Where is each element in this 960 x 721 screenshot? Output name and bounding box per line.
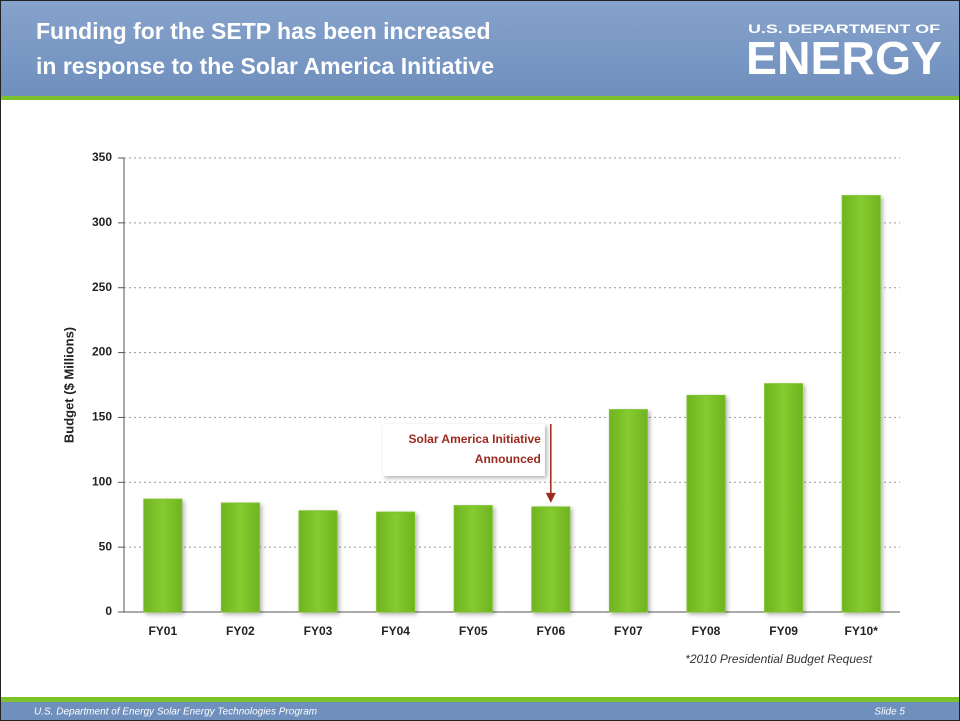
- logo-main: ENERGY: [746, 32, 942, 84]
- bar: [143, 498, 183, 613]
- bar: [298, 510, 338, 613]
- y-tick-label: 100: [92, 474, 112, 488]
- bar: [764, 383, 804, 613]
- x-tick-label: FY04: [381, 624, 410, 638]
- header-rule: [0, 96, 960, 100]
- y-tick-label: 150: [92, 410, 112, 424]
- annotation-arrowhead: [545, 492, 556, 503]
- logo-top: U.S. DEPARTMENT OF: [748, 22, 940, 36]
- annotation-box: [382, 424, 545, 476]
- x-tick-label: FY05: [459, 624, 488, 638]
- bar: [686, 394, 726, 613]
- x-tick-label: FY03: [304, 624, 333, 638]
- x-tick-label: FY10*: [845, 624, 879, 638]
- footer-band: [0, 702, 960, 721]
- y-tick-label: 350: [92, 150, 112, 164]
- chart-note: *2010 Presidential Budget Request: [685, 652, 872, 666]
- slide-title: in response to the Solar America Initiat…: [36, 53, 494, 79]
- x-tick-label: FY07: [614, 624, 643, 638]
- footer-text: U.S. Department of Energy Solar Energy T…: [34, 707, 317, 718]
- y-tick-label: 0: [105, 604, 112, 618]
- y-tick-label: 300: [92, 215, 112, 229]
- bar: [376, 511, 416, 613]
- x-tick-label: FY01: [148, 624, 177, 638]
- x-tick-label: FY09: [769, 624, 798, 638]
- slide-number: Slide 5: [874, 707, 905, 718]
- bar: [220, 502, 260, 613]
- x-tick-label: FY08: [692, 624, 721, 638]
- x-tick-label: FY02: [226, 624, 255, 638]
- footer-rule: [0, 697, 960, 702]
- bar: [841, 195, 881, 613]
- header-band: [0, 0, 960, 96]
- y-axis-title: Budget ($ Millions): [61, 327, 76, 443]
- y-tick-label: 200: [92, 345, 112, 359]
- bar: [531, 506, 571, 613]
- x-tick-label: FY06: [536, 624, 565, 638]
- bar: [453, 505, 493, 613]
- annotation-text: Solar America Initiative: [409, 432, 542, 446]
- bar: [608, 409, 648, 613]
- slide-title: Funding for the SETP has been increased: [36, 18, 491, 44]
- y-tick-label: 250: [92, 280, 112, 294]
- annotation-text: Announced: [475, 452, 541, 466]
- y-tick-label: 50: [99, 539, 113, 553]
